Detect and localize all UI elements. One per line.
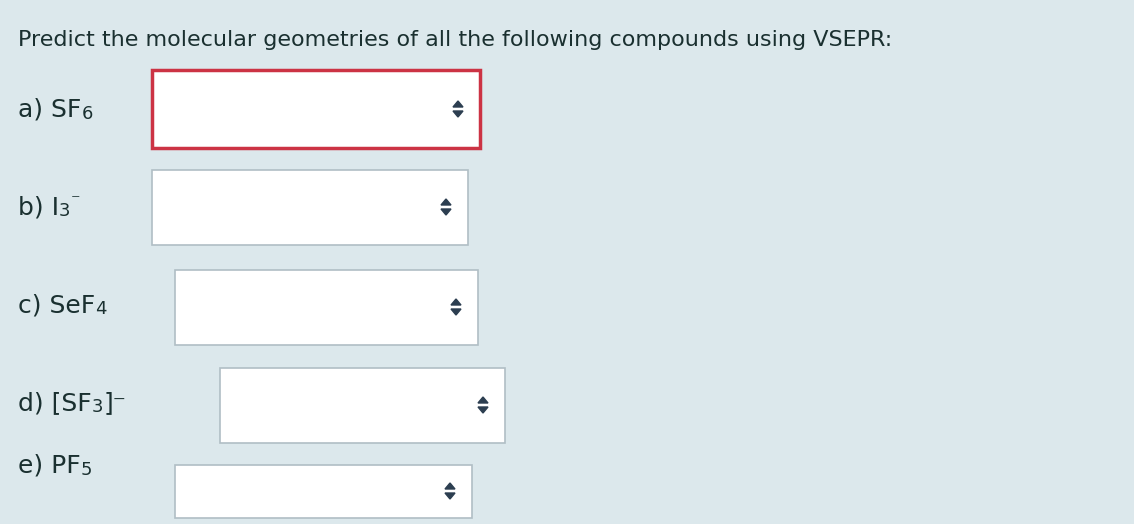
Polygon shape: [451, 299, 462, 305]
Text: c) SeF: c) SeF: [18, 293, 95, 317]
Text: d) [SF: d) [SF: [18, 391, 92, 415]
Polygon shape: [452, 111, 463, 117]
Text: 5: 5: [81, 461, 92, 478]
Bar: [152, 170, 468, 245]
Polygon shape: [441, 199, 451, 205]
Text: 3: 3: [92, 398, 103, 416]
Polygon shape: [441, 209, 451, 215]
Bar: [220, 368, 505, 443]
Polygon shape: [452, 101, 463, 107]
Text: 4: 4: [95, 300, 107, 318]
Polygon shape: [445, 483, 455, 489]
Text: 6: 6: [82, 105, 93, 123]
Text: b) I: b) I: [18, 195, 59, 219]
Text: Predict the molecular geometries of all the following compounds using VSEPR:: Predict the molecular geometries of all …: [18, 30, 892, 50]
Polygon shape: [445, 493, 455, 499]
Polygon shape: [479, 407, 488, 413]
Bar: [175, 270, 479, 345]
Bar: [152, 70, 480, 148]
Polygon shape: [451, 309, 462, 315]
Text: 3: 3: [59, 202, 70, 220]
Polygon shape: [479, 397, 488, 403]
Text: ]⁻: ]⁻: [103, 391, 126, 415]
Text: a) SF: a) SF: [18, 98, 82, 122]
Text: e) PF: e) PF: [18, 454, 81, 478]
Text: ⁻: ⁻: [70, 192, 81, 210]
Bar: [175, 465, 472, 518]
